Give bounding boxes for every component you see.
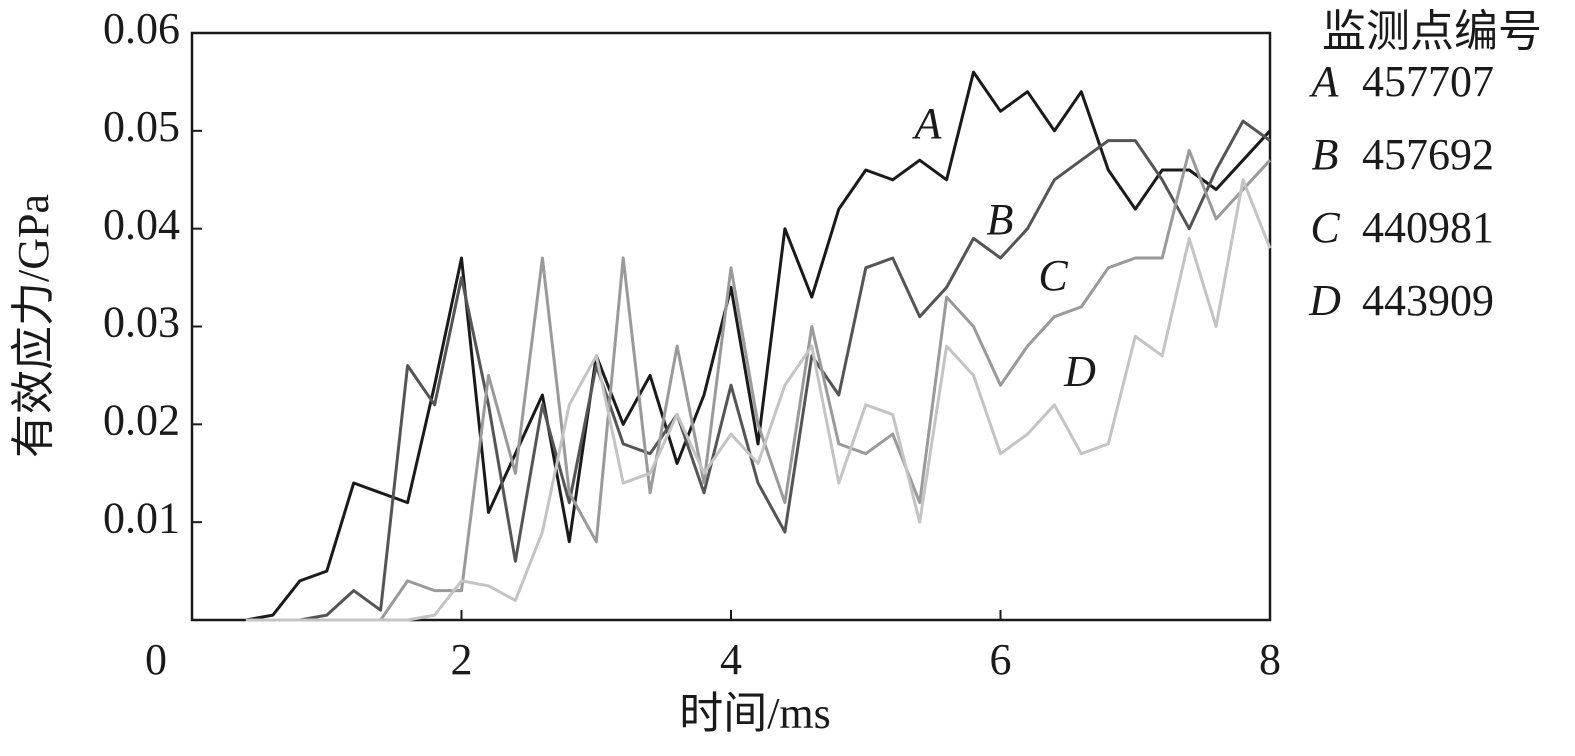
y-tick-label: 0.04 [103,200,180,249]
legend-name: A [1309,57,1340,106]
legend-name: B [1312,130,1339,179]
series-tag: B [987,195,1014,244]
plot-frame [190,31,1272,622]
x-tick-label: 2 [451,635,473,684]
series-line [245,70,1272,622]
y-tick-label: 0.05 [103,102,180,151]
series-tag: C [1038,251,1068,300]
legend-label: 457692 [1362,130,1494,179]
x-tick-label: 0 [145,635,167,684]
series-line [245,148,1272,622]
x-tick-label: 4 [720,635,742,684]
series-line [245,178,1272,622]
series-line [245,119,1271,622]
legend-label: 443909 [1362,276,1494,325]
legend-label: 457707 [1362,57,1494,106]
x-tick-label: 8 [1259,635,1281,684]
y-tick-label: 0.03 [103,298,180,347]
y-tick-label: 0.01 [103,493,180,542]
y-tick-label: 0.02 [103,395,180,444]
x-tick-label: 6 [990,635,1012,684]
x-axis-title: 时间/ms [679,689,831,738]
legend-name: D [1308,276,1341,325]
series-tag: A [912,99,943,148]
legend-label: 440981 [1362,203,1494,252]
series-tag: D [1063,347,1096,396]
legend-title: 监测点编号 [1322,7,1542,56]
y-axis-title: 有效应力/GPa [9,194,58,458]
y-tick-label: 0.06 [103,4,180,53]
legend-name: C [1310,203,1340,252]
